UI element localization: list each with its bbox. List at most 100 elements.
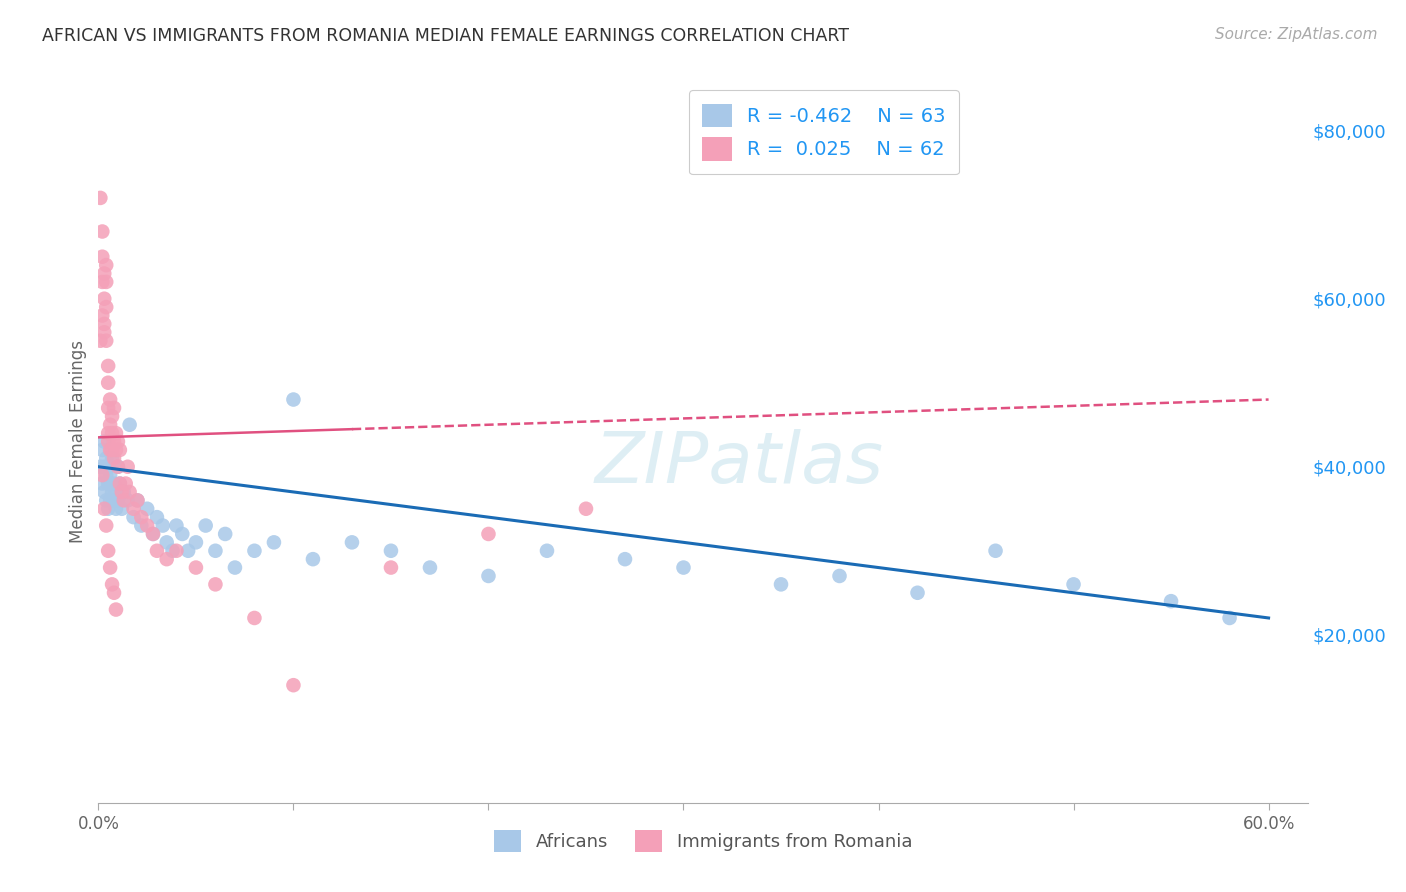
Point [224,560,246,574]
Point [156,552,179,566]
Point [103,451,125,466]
Point [101,442,124,457]
Point [91,225,114,239]
Point [98,442,121,457]
Legend: Africans, Immigrants from Romania: Africans, Immigrants from Romania [486,822,920,859]
Point [162,543,184,558]
Point [117,459,139,474]
Point [98,476,121,491]
Point [380,560,402,574]
Point [131,510,153,524]
Point [131,518,153,533]
Point [112,493,135,508]
Point [103,586,125,600]
Point [283,392,305,407]
Point [907,586,929,600]
Point [828,569,851,583]
Point [98,493,121,508]
Point [89,191,111,205]
Point [117,493,139,508]
Point [477,527,499,541]
Point [172,527,194,541]
Point [146,543,169,558]
Point [107,493,129,508]
Point [104,501,127,516]
Point [98,468,121,483]
Point [156,535,179,549]
Point [122,501,145,516]
Text: ZIPatlas: ZIPatlas [595,429,884,498]
Point [93,485,115,500]
Point [93,326,115,340]
Point [97,543,120,558]
Point [614,552,637,566]
Point [98,417,121,432]
Point [93,267,115,281]
Point [96,493,118,508]
Point [1219,611,1241,625]
Point [127,493,149,508]
Point [111,485,134,500]
Point [97,434,120,449]
Point [672,560,695,574]
Point [96,518,118,533]
Point [111,501,134,516]
Point [263,535,285,549]
Point [93,317,115,331]
Point [104,602,127,616]
Point [1063,577,1085,591]
Point [97,376,120,390]
Point [103,401,125,415]
Point [97,426,120,441]
Point [142,527,165,541]
Point [107,434,129,449]
Point [114,476,136,491]
Point [340,535,363,549]
Point [204,543,226,558]
Point [122,510,145,524]
Point [118,485,141,500]
Point [101,426,124,441]
Point [152,518,174,533]
Point [575,501,598,516]
Point [98,560,121,574]
Point [214,527,236,541]
Point [142,527,165,541]
Point [96,258,118,272]
Point [127,493,149,508]
Point [302,552,325,566]
Point [104,442,127,457]
Point [204,577,226,591]
Point [108,476,131,491]
Point [243,611,266,625]
Point [419,560,441,574]
Point [97,359,120,373]
Text: AFRICAN VS IMMIGRANTS FROM ROMANIA MEDIAN FEMALE EARNINGS CORRELATION CHART: AFRICAN VS IMMIGRANTS FROM ROMANIA MEDIA… [42,27,849,45]
Point [136,518,159,533]
Point [101,485,124,500]
Point [101,451,124,466]
Point [91,275,114,289]
Point [93,459,115,474]
Point [177,543,200,558]
Point [97,401,120,415]
Text: Source: ZipAtlas.com: Source: ZipAtlas.com [1215,27,1378,42]
Point [93,501,115,516]
Point [97,459,120,474]
Point [91,442,114,457]
Point [184,535,207,549]
Point [194,518,217,533]
Point [118,417,141,432]
Point [165,543,187,558]
Point [146,510,169,524]
Point [283,678,305,692]
Point [96,275,118,289]
Point [984,543,1007,558]
Point [103,434,125,449]
Point [91,468,114,483]
Point [107,459,129,474]
Point [536,543,558,558]
Point [769,577,792,591]
Point [101,577,124,591]
Point [165,518,187,533]
